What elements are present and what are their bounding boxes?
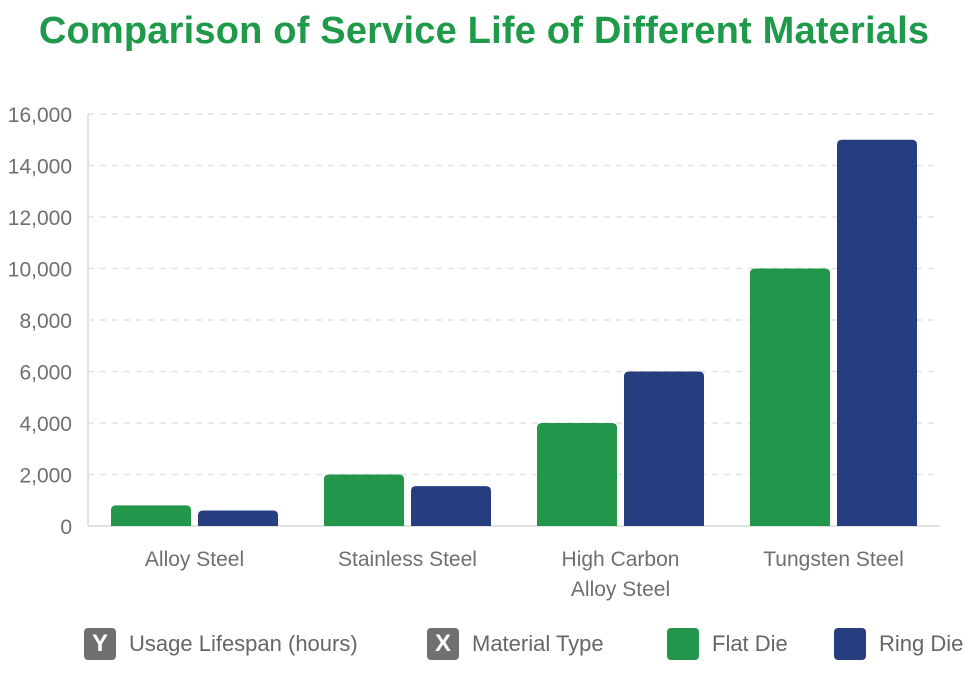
bar-ring-die [198,510,278,526]
legend-label-x-axis: Material Type [472,631,604,656]
y-tick-label: 16,000 [8,104,72,127]
x-tick-label: Stainless Steel [338,548,477,571]
flat-die-swatch-icon [667,628,699,660]
bar-flat-die [537,423,617,526]
x-tick-label: Tungsten Steel [763,548,903,571]
legend: Y Usage Lifespan (hours) X Material Type… [0,624,968,664]
legend-label-ring-die: Ring Die [879,631,964,656]
chart-title: Comparison of Service Life of Different … [38,10,930,52]
bar-flat-die [750,268,830,526]
y-tick-label: 2,000 [19,465,72,488]
y-tick-label: 0 [60,516,72,539]
bar-ring-die [624,371,704,526]
x-tick-label: Alloy Steel [145,548,244,571]
bar-flat-die [111,505,191,526]
legend-item-x-axis[interactable]: X Material Type [427,624,604,664]
y-tick-label: 8,000 [19,310,72,333]
bar-ring-die [411,486,491,526]
x-tick-label: High Carbon [562,548,680,571]
y-tick-label: 10,000 [8,259,72,282]
y-tick-label: 4,000 [19,413,72,436]
legend-item-y-axis[interactable]: Y Usage Lifespan (hours) [84,624,358,664]
y-tick-label: 6,000 [19,362,72,385]
y-tick-label: 14,000 [8,156,72,179]
legend-item-ring-die[interactable]: Ring Die [834,624,963,664]
legend-item-flat-die[interactable]: Flat Die [667,624,788,664]
x-axis-badge-icon: X [427,628,459,660]
legend-label-y-axis: Usage Lifespan (hours) [129,631,358,656]
bar-flat-die [324,474,404,526]
x-tick-label: Alloy Steel [571,578,670,601]
ring-die-swatch-icon [834,628,866,660]
y-tick-label: 12,000 [8,207,72,230]
bar-ring-die [837,139,917,526]
legend-label-flat-die: Flat Die [712,631,788,656]
y-axis-badge-icon: Y [84,628,116,660]
